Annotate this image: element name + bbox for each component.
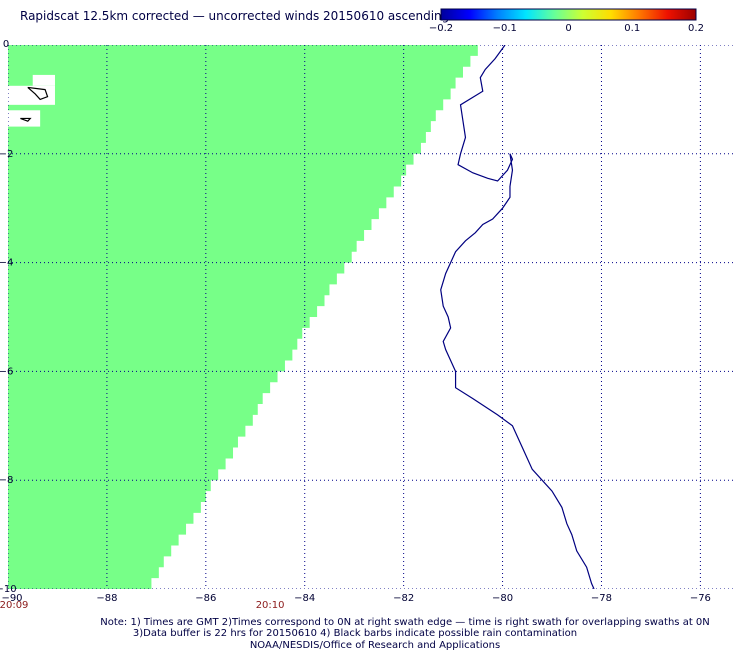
time-label: 20:10 <box>256 600 285 611</box>
lon-tick-label: −76 <box>690 593 711 604</box>
note-line-3: NOAA/NESDIS/Office of Research and Appli… <box>250 640 500 650</box>
colorbar: −0.2 −0.1 0 0.1 0.2 <box>429 8 704 34</box>
lon-tick-label: −82 <box>393 593 414 604</box>
island-outline <box>27 86 49 101</box>
islands <box>20 86 49 122</box>
lat-tick-label: −2 <box>0 149 13 160</box>
colorbar-tick-label: −0.2 <box>429 23 453 34</box>
longitude-tick-labels: −90 −88 −86 −84 −82 −80 −78 −76 <box>1 593 710 604</box>
colorbar-tick-label: 0.2 <box>688 23 704 34</box>
coastline <box>440 45 595 589</box>
swath-gap <box>8 85 55 105</box>
lat-tick-label: 0 <box>3 39 9 50</box>
time-label: 20:09 <box>0 600 28 611</box>
latitude-tick-labels: 0 −2 −4 −6 −8 −10 <box>0 39 17 595</box>
lat-tick-label: −8 <box>0 475 13 486</box>
lat-tick-label: −4 <box>0 258 13 269</box>
colorbar-tick-label: 0.1 <box>624 23 640 34</box>
colorbar-tick-label: −0.1 <box>493 23 517 34</box>
time-labels: 20:09 20:10 <box>0 600 285 611</box>
note-line-2: 3)Data buffer is 22 hrs for 20150610 4) … <box>133 628 577 639</box>
lon-tick-label: −80 <box>492 593 513 604</box>
lon-tick-label: −84 <box>294 593 315 604</box>
colorbar-tick-label: 0 <box>565 23 571 34</box>
colorbar-gradient <box>441 9 696 20</box>
colorbar-tick-labels: −0.2 −0.1 0 0.1 0.2 <box>429 23 704 34</box>
island-outline <box>20 117 32 122</box>
lat-tick-label: −10 <box>0 584 17 595</box>
lon-tick-label: −88 <box>96 593 117 604</box>
colorbar-swatches <box>441 9 696 20</box>
lon-tick-label: −86 <box>195 593 216 604</box>
figure-title: Rapidscat 12.5km corrected — uncorrected… <box>20 9 449 23</box>
swath-gap <box>32 74 55 86</box>
grid-lines <box>8 45 735 589</box>
swath-coverage <box>8 45 478 589</box>
lon-tick-label: −90 <box>1 593 22 604</box>
note-line-1: Note: 1) Times are GMT 2)Times correspon… <box>100 617 710 628</box>
colorbar-frame <box>440 8 697 21</box>
map-panel: 0 −2 −4 −6 −8 −10 −90 −88 −86 −84 −82 −80 −78 −76 20… <box>0 39 735 611</box>
lat-tick-label: −6 <box>0 366 13 377</box>
lon-tick-label: −78 <box>591 593 612 604</box>
